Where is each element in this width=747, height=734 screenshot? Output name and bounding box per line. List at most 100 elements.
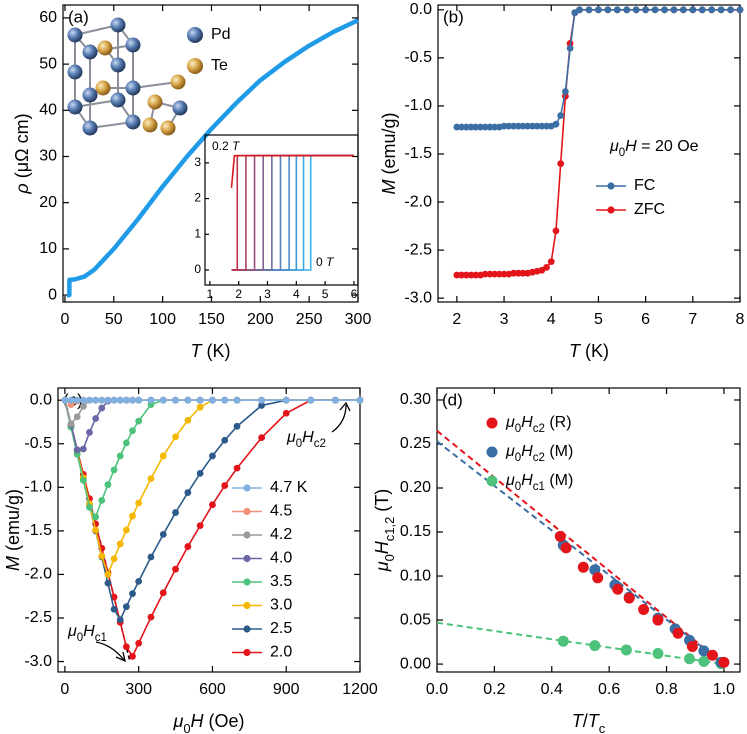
y-tick-label: 10 bbox=[39, 240, 57, 257]
data-point bbox=[620, 644, 632, 656]
x-tick-label: 600 bbox=[199, 681, 226, 698]
data-point bbox=[110, 605, 118, 613]
data-point bbox=[467, 123, 475, 131]
data-point bbox=[159, 452, 167, 460]
legend-label: 4.5 bbox=[270, 503, 292, 520]
legend-label: 4.7 K bbox=[270, 479, 308, 496]
data-point bbox=[453, 123, 461, 131]
fit-line bbox=[436, 430, 725, 665]
x-tick-label: 50 bbox=[105, 311, 123, 328]
data-point bbox=[184, 489, 192, 496]
data-point bbox=[92, 415, 100, 422]
x-tick-label: 100 bbox=[149, 311, 176, 328]
data-point bbox=[736, 6, 744, 14]
x-tick-label: 0.8 bbox=[655, 681, 677, 698]
y-tick-label: -2.0 bbox=[404, 193, 432, 210]
legend-marker bbox=[607, 206, 615, 214]
data-point bbox=[472, 123, 480, 131]
data-point bbox=[135, 396, 143, 404]
data-point bbox=[538, 122, 546, 130]
x-tick-label: 4 bbox=[293, 287, 300, 301]
y-tick-label: 1 bbox=[194, 226, 201, 240]
y-tick-label: 2 bbox=[194, 191, 201, 205]
data-point bbox=[552, 120, 560, 128]
data-line bbox=[230, 154, 354, 188]
data-point bbox=[458, 123, 465, 131]
panel-label: (b) bbox=[443, 7, 464, 26]
data-point bbox=[209, 396, 216, 404]
data-point bbox=[92, 526, 100, 534]
legend-marker bbox=[243, 531, 251, 539]
data-point bbox=[159, 530, 167, 538]
data-point bbox=[519, 122, 527, 130]
y-tick-label: 0.10 bbox=[400, 567, 431, 584]
data-point bbox=[73, 446, 81, 454]
hc2-arrow bbox=[331, 401, 351, 433]
annotation: 0.2 T bbox=[212, 139, 241, 153]
x-axis-label: T (K) bbox=[191, 341, 231, 361]
data-point bbox=[122, 396, 130, 404]
y-tick-label: -3.0 bbox=[24, 653, 52, 670]
data-point bbox=[585, 6, 593, 14]
data-point bbox=[233, 422, 241, 430]
legend-marker bbox=[607, 182, 615, 190]
y-tick-label: 0.15 bbox=[400, 523, 431, 540]
y-tick-label: -1.5 bbox=[24, 522, 52, 539]
annotation: μ0Hc2 bbox=[286, 429, 326, 450]
data-point bbox=[79, 402, 87, 410]
legend-marker bbox=[243, 601, 251, 610]
data-point bbox=[560, 542, 572, 554]
data-point bbox=[524, 122, 532, 130]
data-point bbox=[481, 123, 489, 131]
x-axis-label: T/Tc bbox=[572, 711, 606, 734]
data-point bbox=[79, 396, 87, 404]
data-point bbox=[86, 429, 93, 436]
x-tick-label: 6 bbox=[351, 287, 358, 301]
y-tick-label: 0.0 bbox=[410, 1, 432, 18]
data-point bbox=[528, 122, 536, 130]
y-tick-label: 0 bbox=[48, 286, 57, 303]
y-tick-label: -2.0 bbox=[24, 566, 52, 583]
data-point bbox=[110, 466, 118, 474]
data-point bbox=[562, 88, 569, 95]
data-point bbox=[184, 396, 192, 404]
data-point bbox=[552, 227, 560, 235]
data-point bbox=[514, 269, 522, 277]
data-point bbox=[129, 396, 136, 404]
data-point bbox=[135, 639, 143, 647]
data-point bbox=[689, 6, 697, 14]
data-point bbox=[122, 643, 130, 651]
data-point bbox=[557, 112, 565, 119]
data-point bbox=[282, 396, 290, 404]
y-axis-label: ρ (μΩ cm) bbox=[12, 113, 32, 194]
y-tick-label: 0.25 bbox=[400, 435, 431, 452]
legend-marker bbox=[243, 578, 251, 586]
data-point bbox=[184, 543, 192, 550]
data-point bbox=[67, 420, 75, 428]
data-point bbox=[147, 396, 155, 404]
y-tick-label: -1.5 bbox=[404, 145, 432, 162]
data-point bbox=[135, 577, 143, 585]
data-point bbox=[472, 271, 480, 279]
x-tick-label: 3 bbox=[264, 287, 271, 301]
legend-label: 3.0 bbox=[270, 597, 292, 614]
data-point bbox=[706, 649, 718, 661]
panel-label: (d) bbox=[442, 390, 463, 409]
x-tick-label: 200 bbox=[247, 311, 274, 328]
data-point bbox=[98, 496, 106, 504]
y-tick-label: 0.0 bbox=[30, 391, 52, 408]
data-point bbox=[135, 417, 143, 425]
legend-label: 3.5 bbox=[270, 573, 292, 590]
data-point bbox=[258, 402, 266, 409]
legend-label: μ0Hc1 (M) bbox=[505, 472, 573, 493]
data-point bbox=[86, 503, 93, 511]
data-point bbox=[356, 396, 364, 404]
data-point bbox=[500, 270, 508, 278]
legend-marker bbox=[486, 417, 498, 429]
x-tick-label: 2 bbox=[235, 287, 242, 301]
data-point bbox=[221, 396, 229, 404]
panel-label: (a) bbox=[68, 7, 89, 26]
data-point bbox=[129, 427, 136, 435]
data-point bbox=[116, 396, 124, 404]
